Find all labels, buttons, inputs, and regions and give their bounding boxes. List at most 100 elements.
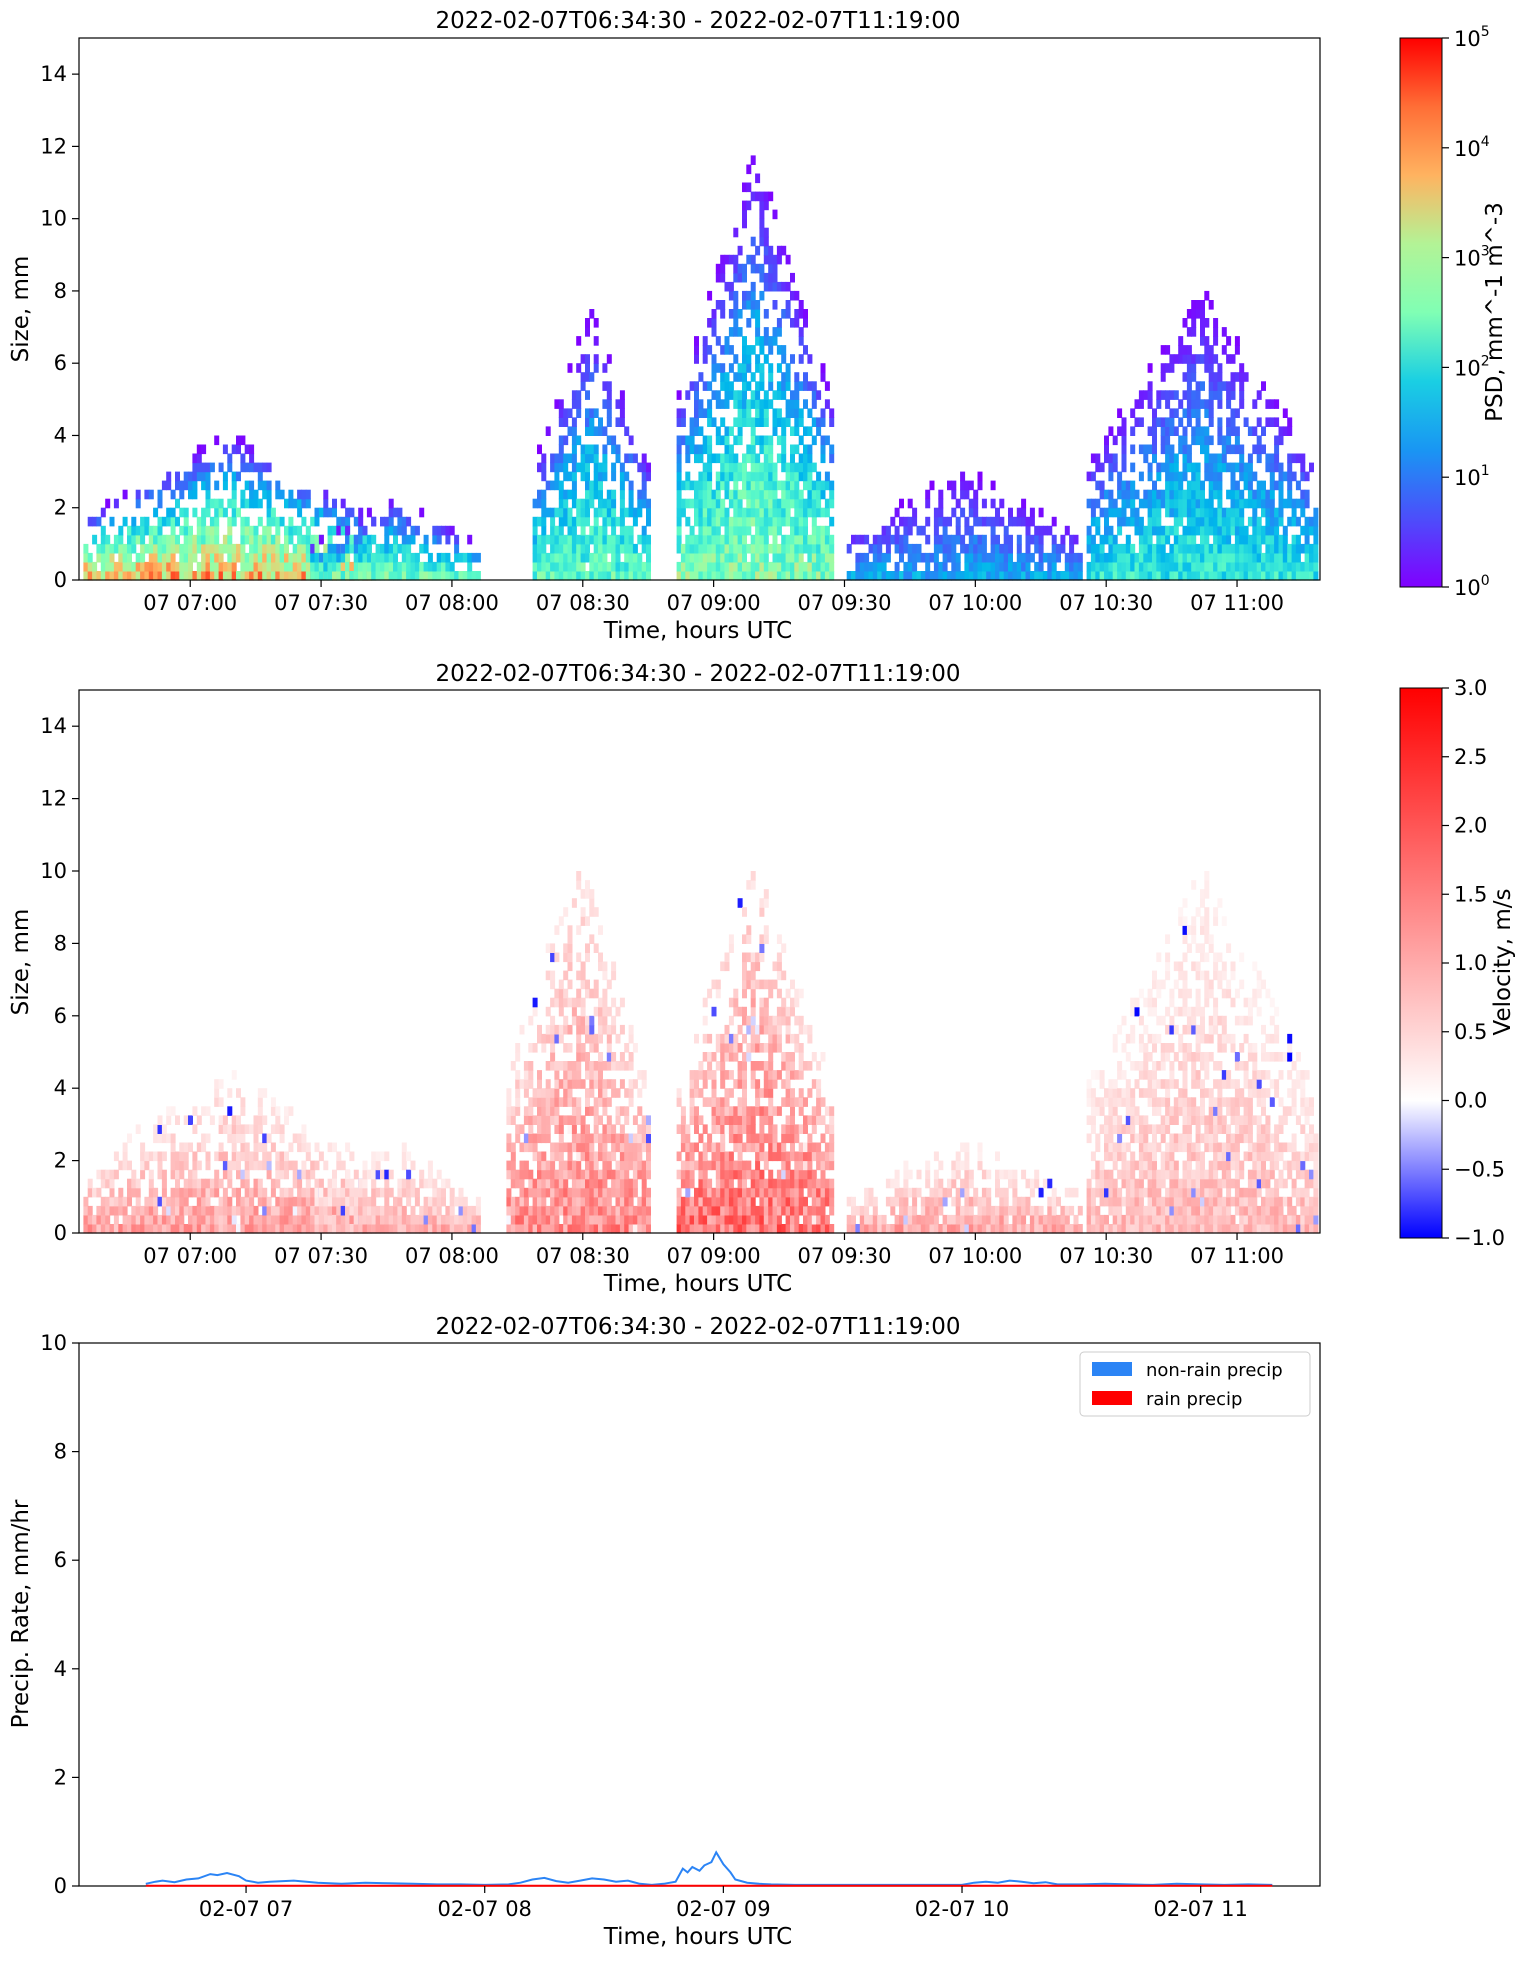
- psd-cell: [1200, 481, 1205, 491]
- psd-cell: [559, 445, 564, 455]
- psd-cell: [594, 517, 599, 527]
- velocity-cell: [803, 1025, 808, 1035]
- velocity-cell: [88, 1224, 93, 1234]
- velocity-cell: [345, 1197, 350, 1207]
- psd-cell: [790, 517, 795, 527]
- psd-cell: [288, 553, 293, 563]
- psd-cell: [1174, 390, 1179, 400]
- psd-cell: [1235, 445, 1240, 455]
- psd-cell: [694, 381, 699, 391]
- psd-cell: [1165, 535, 1170, 545]
- velocity-cell: [607, 1161, 612, 1171]
- psd-cell: [454, 553, 459, 563]
- psd-cell: [1257, 417, 1262, 427]
- psd-cell: [262, 490, 267, 500]
- psd-cell: [786, 472, 791, 482]
- psd-cell: [1152, 426, 1157, 436]
- psd-cell: [1274, 517, 1279, 527]
- psd-cell: [768, 363, 773, 373]
- psd-cell: [1087, 499, 1092, 509]
- velocity-cell: [506, 1215, 511, 1225]
- psd-cell: [1248, 472, 1253, 482]
- psd-cell: [1200, 300, 1205, 310]
- velocity-cell: [110, 1179, 115, 1189]
- psd-cell: [554, 562, 559, 572]
- velocity-cell: [576, 871, 581, 881]
- velocity-cell: [581, 1224, 586, 1234]
- psd-cell: [1104, 535, 1109, 545]
- velocity-cell: [559, 1224, 564, 1234]
- velocity-cell: [559, 1143, 564, 1153]
- velocity-cell: [153, 1124, 158, 1134]
- psd-cell: [1183, 454, 1188, 464]
- velocity-cell: [232, 1134, 237, 1144]
- velocity-cell: [568, 1224, 573, 1234]
- psd-cell: [101, 508, 106, 518]
- psd-cell: [611, 544, 616, 554]
- psd-cell: [1200, 553, 1205, 563]
- psd-cell: [1174, 426, 1179, 436]
- psd-cell: [729, 562, 734, 572]
- velocity-cell: [786, 1070, 791, 1080]
- velocity-cell: [380, 1152, 385, 1162]
- psd-cell: [816, 562, 821, 572]
- psd-cell: [1004, 535, 1009, 545]
- psd-cell: [1178, 345, 1183, 355]
- psd-cell: [537, 535, 542, 545]
- psd-cell: [773, 562, 778, 572]
- psd-cell: [698, 490, 703, 500]
- velocity-cell: [768, 1188, 773, 1198]
- psd-cell: [746, 381, 751, 391]
- psd-cell: [118, 571, 123, 581]
- psd-cell: [642, 481, 647, 491]
- psd-cell: [1043, 571, 1048, 581]
- velocity-cell: [624, 1134, 629, 1144]
- velocity-cell: [642, 1206, 647, 1216]
- velocity-cell: [773, 1188, 778, 1198]
- velocity-cell: [511, 1106, 516, 1116]
- velocity-cell: [589, 934, 594, 944]
- psd-cell: [1143, 562, 1148, 572]
- velocity-cell: [607, 1034, 612, 1044]
- velocity-cell: [690, 1070, 695, 1080]
- velocity-cell: [589, 1025, 594, 1035]
- velocity-cell: [738, 1224, 743, 1234]
- psd-cell: [1104, 490, 1109, 500]
- velocity-cell: [598, 953, 603, 963]
- velocity-cell: [803, 1161, 808, 1171]
- psd-cell: [171, 508, 176, 518]
- psd-cell: [943, 526, 948, 536]
- psd-cell: [712, 526, 717, 536]
- psd-cell: [786, 508, 791, 518]
- velocity-cell: [258, 1124, 263, 1134]
- velocity-cell: [764, 1007, 769, 1017]
- psd-cell: [938, 544, 943, 554]
- psd-cell: [336, 526, 341, 536]
- psd-cell: [764, 273, 769, 283]
- velocity-cell: [568, 1043, 573, 1053]
- psd-cell: [1122, 481, 1127, 491]
- psd-cell: [1200, 445, 1205, 455]
- psd-cell: [419, 571, 424, 581]
- psd-cell: [733, 417, 738, 427]
- psd-cell: [903, 562, 908, 572]
- psd-cell: [568, 544, 573, 554]
- psd-cell: [345, 544, 350, 554]
- velocity-cell: [140, 1170, 145, 1180]
- psd-cell: [467, 553, 472, 563]
- psd-cell: [716, 300, 721, 310]
- velocity-cell: [816, 1097, 821, 1107]
- psd-panel: 2022-02-07T06:34:30 - 2022-02-07T11:19:0…: [8, 8, 1508, 644]
- psd-cell: [411, 571, 416, 581]
- psd-cell: [991, 553, 996, 563]
- psd-cell: [1169, 571, 1174, 581]
- psd-cell: [1183, 463, 1188, 473]
- velocity-cell: [637, 1088, 642, 1098]
- psd-cell: [367, 571, 372, 581]
- psd-cell: [1113, 571, 1118, 581]
- velocity-cell: [624, 1170, 629, 1180]
- psd-cell: [938, 490, 943, 500]
- psd-cell: [1169, 454, 1174, 464]
- psd-cell: [999, 562, 1004, 572]
- psd-cell: [293, 562, 298, 572]
